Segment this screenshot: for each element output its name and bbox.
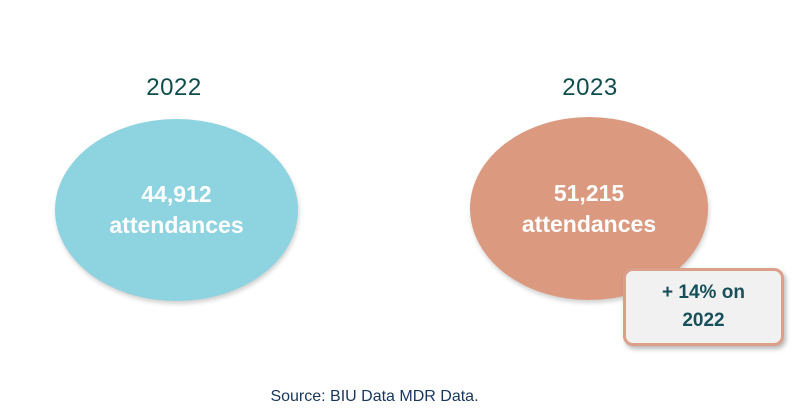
attendance-unit-2022: attendances (109, 212, 244, 238)
year-label-2022: 2022 (146, 74, 202, 101)
attendance-count-2022: 44,912 (141, 181, 212, 207)
year-label-2023: 2023 (562, 74, 618, 101)
change-callout-line2: 2022 (682, 310, 725, 331)
attendance-ellipse-2023: 51,215 attendances (470, 117, 708, 300)
source-note: Source: BIU Data MDR Data. (270, 388, 479, 405)
attendance-unit-2023: attendances (521, 210, 657, 237)
attendance-count-2023: 51,215 (553, 179, 625, 206)
change-callout-box: + 14% on 2022 (623, 268, 784, 346)
attendance-ellipse-2022: 44,912 attendances (55, 119, 298, 301)
change-callout-line1: + 14% on (662, 282, 745, 303)
